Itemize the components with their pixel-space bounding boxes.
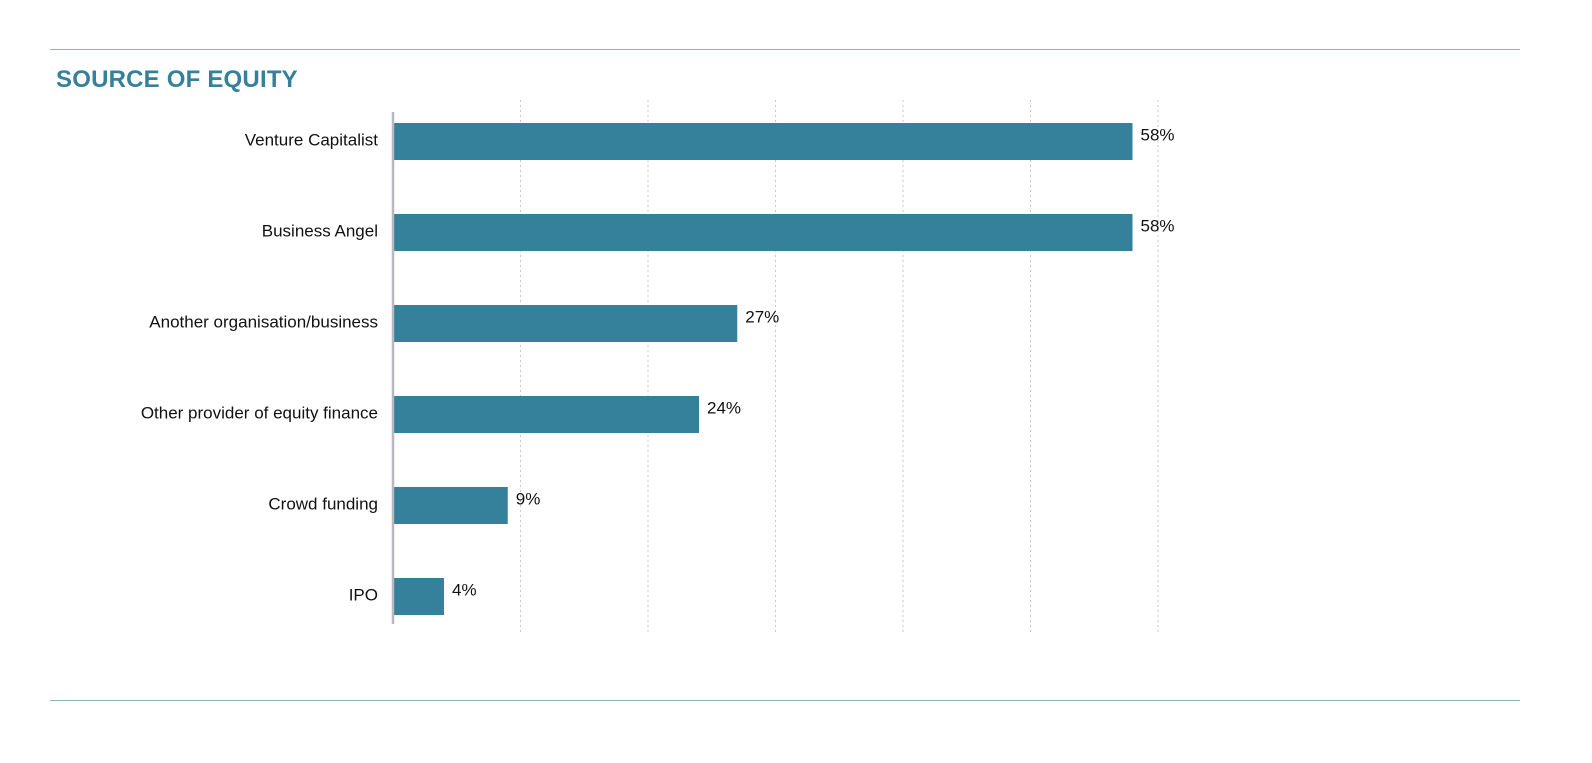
category-label: Business Angel [262, 222, 378, 241]
bar [393, 214, 1133, 251]
category-label: Other provider of equity finance [141, 404, 378, 423]
bottom-divider [50, 700, 1520, 701]
top-divider [50, 49, 1520, 50]
category-label: IPO [349, 586, 378, 605]
category-label: Crowd funding [268, 495, 378, 514]
data-label: 58% [1141, 126, 1175, 145]
data-label: 4% [452, 581, 477, 600]
category-label: Another organisation/business [149, 313, 378, 332]
category-label: Venture Capitalist [245, 131, 379, 150]
data-label: 27% [745, 308, 779, 327]
data-label: 58% [1141, 217, 1175, 236]
chart-title: SOURCE OF EQUITY [56, 66, 298, 93]
bar [393, 396, 699, 433]
bar [393, 578, 444, 615]
bar [393, 305, 738, 342]
bar [393, 123, 1133, 160]
bar [393, 487, 508, 524]
data-label: 24% [707, 399, 741, 418]
data-label: 9% [516, 490, 541, 509]
